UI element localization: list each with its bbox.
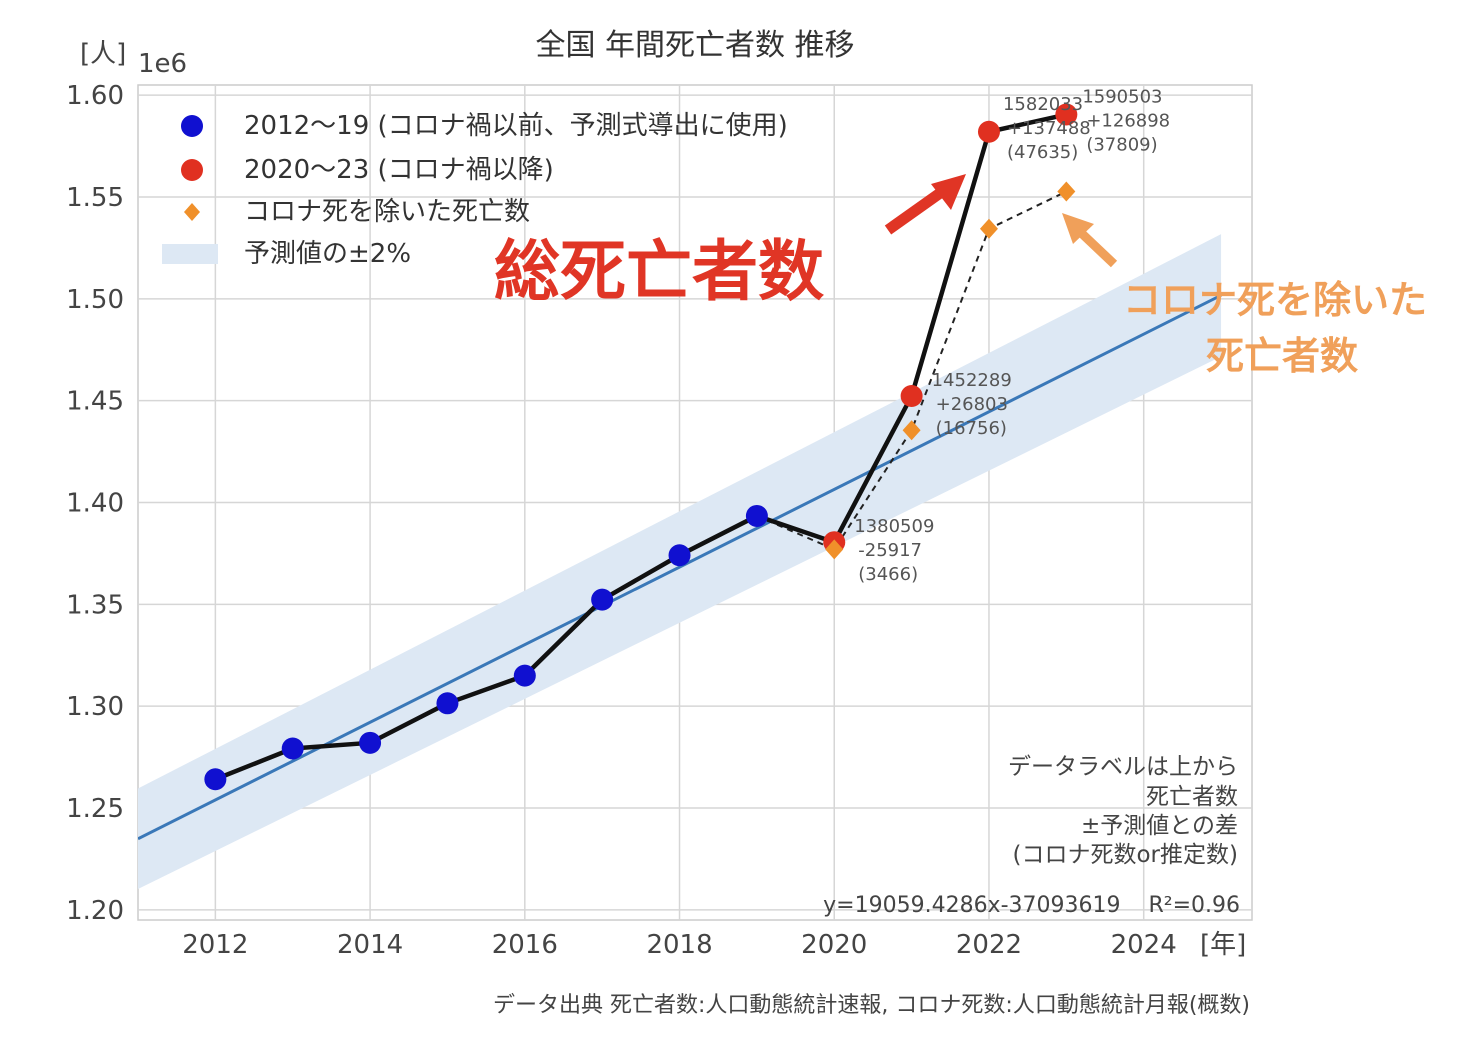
x-axis-unit-label: [年] [1200,930,1246,960]
legend-marker-excl-covid [184,203,200,221]
legend-marker-post-covid [181,159,203,181]
annotation-total-deaths: 総死亡者数 [494,233,824,310]
note-line-1: データラベルは上から [1008,754,1238,780]
y-tick-label-5: 1.45 [66,387,124,417]
point-pre-covid-2013 [281,737,304,760]
y-tick-label-8: 1.60 [66,81,124,111]
y-tick-label-6: 1.50 [66,285,124,315]
legend-marker-pre-covid [181,115,203,137]
data-label-2021-line-2: +26803 [936,394,1008,415]
y-tick-label-4: 1.40 [66,489,124,519]
total-deaths-line [214,112,1067,782]
annotation-excl-covid-line2: 死亡者数 [1206,334,1358,378]
x-tick-label-2016: 2016 [492,930,558,960]
legend-label-excl-covid: コロナ死を除いた死亡数 [244,197,530,227]
y-tick-label-1: 1.25 [66,794,124,824]
y-tick-label-3: 1.35 [66,590,124,620]
data-source: データ出典 死亡者数:人口動態統計速報, コロナ死数:人口動態統計月報(概数) [493,993,1250,1018]
data-label-2022-line-1: 1582033 [1003,94,1083,115]
x-tick-label-2024: 2024 [1111,930,1177,960]
point-pre-covid-2016 [513,664,536,687]
data-label-layer: 1380509 -25917 (3466) 1452289 +26803 (16756) 1… [854,87,1170,586]
point-pre-covid-2017 [591,588,614,611]
legend-label-band: 予測値の±2% [244,239,411,269]
excl-covid-dashed-line [756,190,1067,551]
note-line-2: 死亡者数 [1146,784,1238,810]
point-post-covid-2023 [1055,103,1078,126]
data-label-note: データラベルは上から 死亡者数 ±予測値との差 (コロナ死数or推定数) [1008,754,1238,868]
annotation-arrow-red [884,174,966,235]
data-label-2020-line-3: (3466) [858,564,918,585]
y-axis-scale-label: 1e6 [138,49,187,79]
x-tick-label-2022: 2022 [956,930,1022,960]
y-tick-label-2: 1.30 [66,692,124,722]
x-tick-label-2014: 2014 [337,930,403,960]
legend: 2012～19 (コロナ禍以前、予測式導出に使用) 2020～23 (コロナ禍以… [162,111,788,269]
y-tick-labels: 1.20 1.25 1.30 1.35 1.40 1.45 1.50 1.55 1.60 [66,81,124,926]
x-tick-labels: 2012 2014 2016 2018 2020 2022 2024 [182,930,1177,960]
legend-marker-band [162,244,218,264]
legend-label-post-covid: 2020～23 (コロナ禍以降) [244,155,554,185]
point-pre-covid-2018 [668,544,691,567]
data-label-2020-line-1: 1380509 [854,516,934,537]
data-label-2021-line-1: 1452289 [932,370,1012,391]
y-tick-label-7: 1.55 [66,183,124,213]
point-excl-covid-2020 [825,539,844,560]
regression-equation: y=19059.4286x-37093619 R²=0.96 [823,893,1240,918]
point-post-covid-2021 [900,385,923,408]
data-label-2023-line-3: (37809) [1086,135,1157,156]
x-tick-label-2012: 2012 [182,930,248,960]
data-label-2021-line-3: (16756) [936,418,1007,439]
annotation-excl-covid-line1: コロナ死を除いた [1123,278,1427,322]
point-pre-covid-2015 [436,692,459,715]
data-label-2023-line-2: +126898 [1086,111,1170,132]
legend-label-pre-covid: 2012～19 (コロナ禍以前、予測式導出に使用) [244,111,788,141]
series-layer [204,103,1078,791]
point-post-covid-2022 [977,120,1000,143]
chart-title: 全国 年間死亡者数 推移 [535,28,854,63]
x-tick-label-2018: 2018 [646,930,712,960]
y-axis-unit-label: [人] [80,39,126,69]
x-tick-label-2020: 2020 [801,930,867,960]
point-pre-covid-2019 [745,504,768,527]
annotation-arrow-orange [1062,213,1118,268]
point-excl-covid-2023 [1057,181,1076,202]
note-line-3: ±予測値との差 [1081,813,1238,839]
data-label-2023-line-1: 1590503 [1082,87,1162,108]
point-excl-covid-2021 [902,420,921,441]
point-excl-covid-2022 [979,218,998,239]
data-label-2022-line-3: (47635) [1007,142,1078,163]
note-line-4: (コロナ死数or推定数) [1013,842,1238,868]
data-label-2020-line-2: -25917 [858,540,922,561]
point-pre-covid-2012 [204,768,227,791]
point-pre-covid-2014 [359,731,382,754]
y-tick-label-0: 1.20 [66,896,124,926]
data-label-2022-line-2: +137488 [1007,118,1091,139]
